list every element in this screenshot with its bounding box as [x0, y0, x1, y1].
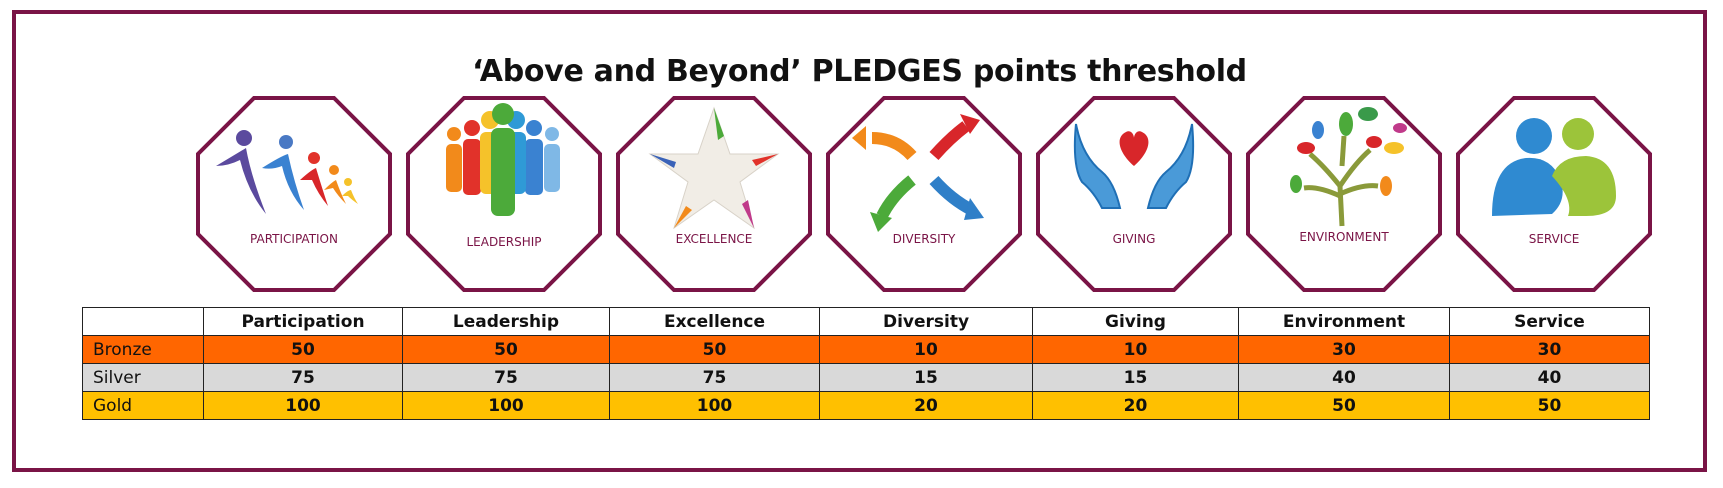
excellence-icon: [648, 106, 780, 230]
column-header: [82, 307, 204, 336]
environment-icon: [1290, 107, 1407, 227]
row-label: Gold: [82, 391, 204, 420]
table-cell: 50: [1238, 391, 1450, 420]
table-cell: 75: [402, 363, 610, 392]
table-row-gold: Gold 100 100 100 20 20 50 50: [82, 391, 1650, 420]
badge-label: LEADERSHIP: [466, 235, 542, 249]
table-cell: 50: [203, 335, 403, 364]
badge-label: DIVERSITY: [892, 232, 956, 246]
points-threshold-table: Participation Leadership Excellence Dive…: [82, 307, 1650, 420]
badge-label: GIVING: [1112, 232, 1156, 246]
row-label: Silver: [82, 363, 204, 392]
table-cell: 10: [819, 335, 1033, 364]
badge-diversity: DIVERSITY: [826, 96, 1022, 292]
pledge-badges: PARTICIPATION LEADERSHIP: [196, 96, 1652, 296]
column-header: Diversity: [819, 307, 1033, 336]
badge-leadership: LEADERSHIP: [406, 96, 602, 292]
diversity-icon: [852, 114, 984, 232]
badge-environment: ENVIRONMENT: [1246, 96, 1442, 292]
table-cell: 15: [819, 363, 1033, 392]
table-cell: 50: [609, 335, 820, 364]
badge-excellence: EXCELLENCE: [616, 96, 812, 292]
badge-participation: PARTICIPATION: [196, 96, 392, 292]
table-cell: 30: [1449, 335, 1650, 364]
table-cell: 40: [1449, 363, 1650, 392]
table-row-bronze: Bronze 50 50 50 10 10 30 30: [82, 335, 1650, 364]
table-row-silver: Silver 75 75 75 15 15 40 40: [82, 363, 1650, 392]
row-label: Bronze: [82, 335, 204, 364]
table-cell: 10: [1032, 335, 1239, 364]
table-cell: 20: [819, 391, 1033, 420]
octagon-frame: [826, 96, 1022, 292]
table-cell: 100: [402, 391, 610, 420]
table-cell: 100: [609, 391, 820, 420]
badge-label: SERVICE: [1528, 232, 1580, 246]
badge-service: SERVICE: [1456, 96, 1652, 292]
table-cell: 30: [1238, 335, 1450, 364]
service-icon: [1492, 118, 1616, 216]
column-header: Environment: [1238, 307, 1450, 336]
table-cell: 75: [609, 363, 820, 392]
table-header-row: Participation Leadership Excellence Dive…: [82, 307, 1650, 336]
column-header: Service: [1449, 307, 1650, 336]
column-header: Excellence: [609, 307, 820, 336]
badge-label: EXCELLENCE: [675, 232, 753, 246]
table-cell: 75: [203, 363, 403, 392]
column-header: Giving: [1032, 307, 1239, 336]
badge-label: ENVIRONMENT: [1299, 230, 1389, 244]
column-header: Leadership: [402, 307, 610, 336]
table-cell: 50: [1449, 391, 1650, 420]
table-cell: 50: [402, 335, 610, 364]
table-cell: 100: [203, 391, 403, 420]
octagon-frame: [1036, 96, 1232, 292]
table-cell: 40: [1238, 363, 1450, 392]
participation-icon: [216, 130, 358, 214]
table-cell: 20: [1032, 391, 1239, 420]
page-title: ‘Above and Beyond’ PLEDGES points thresh…: [472, 54, 1247, 89]
leadership-icon: [446, 103, 560, 216]
table-cell: 15: [1032, 363, 1239, 392]
giving-icon: [1073, 123, 1195, 209]
badge-giving: GIVING: [1036, 96, 1232, 292]
column-header: Participation: [203, 307, 403, 336]
badge-label: PARTICIPATION: [250, 232, 338, 246]
